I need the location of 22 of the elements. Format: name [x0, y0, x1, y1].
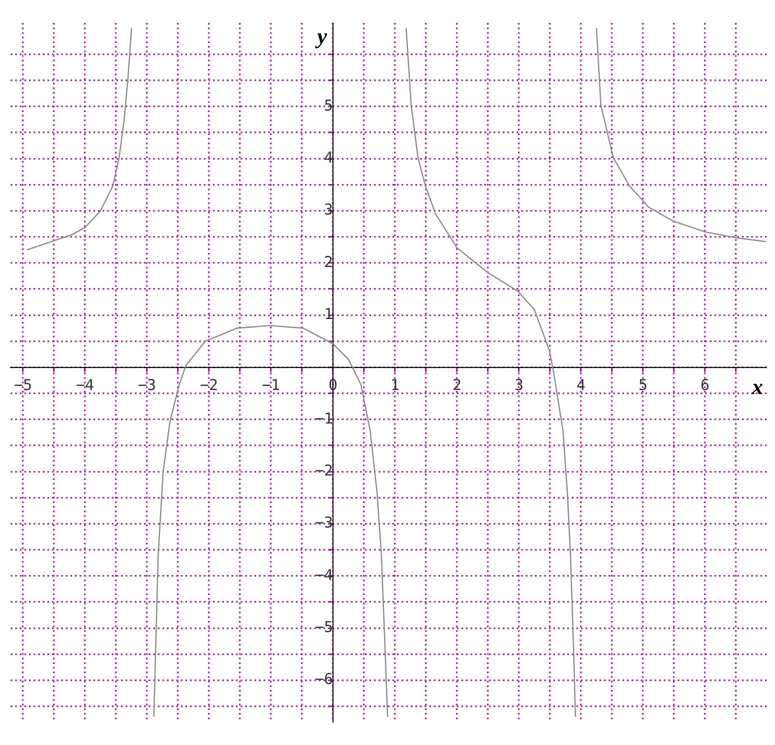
- x-tick-label: −5: [14, 376, 32, 394]
- x-axis-title: x: [751, 374, 763, 399]
- y-tick-label: −3: [314, 514, 334, 532]
- x-tick-label: −4: [76, 376, 94, 394]
- x-tick-label: 5: [638, 376, 648, 394]
- y-tick-label: −1: [314, 409, 334, 428]
- x-tick-label: 6: [700, 376, 710, 394]
- y-tick-label: −6: [314, 670, 334, 688]
- x-tick-label: −1: [262, 376, 280, 394]
- y-tick-label: −5: [314, 618, 334, 636]
- y-axis-title: y: [314, 24, 328, 49]
- x-tick-label: 1: [390, 376, 400, 394]
- y-tick-label: −2: [314, 462, 334, 480]
- x-tick-label: 3: [514, 376, 524, 394]
- x-tick-label: −3: [138, 376, 156, 394]
- x-tick-label: 4: [576, 376, 586, 394]
- y-tick-label: 2: [324, 252, 334, 271]
- y-tick-label: 3: [324, 200, 334, 219]
- y-tick-label: −4: [314, 566, 334, 584]
- x-tick-label: 2: [452, 376, 462, 394]
- y-tick-label: 5: [324, 96, 334, 114]
- x-tick-label: −2: [200, 376, 218, 394]
